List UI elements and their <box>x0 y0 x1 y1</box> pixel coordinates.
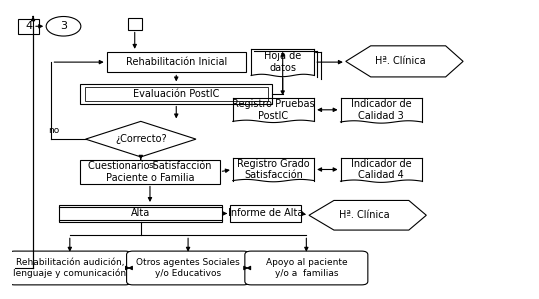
FancyBboxPatch shape <box>85 87 268 101</box>
Text: 3: 3 <box>60 21 67 31</box>
FancyBboxPatch shape <box>230 205 301 222</box>
Text: Hª. Clínica: Hª. Clínica <box>338 210 389 220</box>
Text: Apoyo al paciente
y/o a  familias: Apoyo al paciente y/o a familias <box>266 258 347 278</box>
FancyBboxPatch shape <box>128 18 142 30</box>
Text: Indicador de
Calidad 4: Indicador de Calidad 4 <box>351 159 412 180</box>
Text: ¿Correcto?: ¿Correcto? <box>115 134 167 144</box>
FancyBboxPatch shape <box>18 19 39 34</box>
FancyBboxPatch shape <box>8 251 132 285</box>
Circle shape <box>46 16 81 36</box>
Text: Rehabilitación audición,
lenguaje y comunicación: Rehabilitación audición, lenguaje y comu… <box>13 258 126 278</box>
Polygon shape <box>86 121 196 157</box>
FancyBboxPatch shape <box>245 251 368 285</box>
Text: Otros agentes Sociales
y/o Educativos: Otros agentes Sociales y/o Educativos <box>136 258 240 278</box>
Text: Registro Pruebas
PostIC: Registro Pruebas PostIC <box>232 99 315 120</box>
Text: si: si <box>149 161 156 170</box>
Text: Cuestionario Satisfacción
Paciente o Familia: Cuestionario Satisfacción Paciente o Fam… <box>88 161 212 182</box>
FancyBboxPatch shape <box>59 205 222 222</box>
Text: no: no <box>49 126 60 135</box>
Polygon shape <box>345 46 463 77</box>
FancyBboxPatch shape <box>80 160 219 184</box>
Text: Registro Grado
Satisfacción: Registro Grado Satisfacción <box>237 159 310 180</box>
Text: Informe de Alta: Informe de Alta <box>228 208 303 219</box>
Text: Hoja de
datos: Hoja de datos <box>264 51 301 73</box>
FancyBboxPatch shape <box>107 52 246 72</box>
Text: Indicador de
Calidad 3: Indicador de Calidad 3 <box>351 99 412 120</box>
FancyBboxPatch shape <box>127 251 250 285</box>
Text: Alta: Alta <box>131 208 150 219</box>
FancyBboxPatch shape <box>80 84 272 103</box>
Text: Hª. Clínica: Hª. Clínica <box>375 57 426 66</box>
Text: Rehabilitación Inicial: Rehabilitación Inicial <box>126 57 227 67</box>
Text: 4: 4 <box>25 21 32 31</box>
Polygon shape <box>309 200 426 230</box>
Text: Evaluación PostIC: Evaluación PostIC <box>133 89 219 99</box>
